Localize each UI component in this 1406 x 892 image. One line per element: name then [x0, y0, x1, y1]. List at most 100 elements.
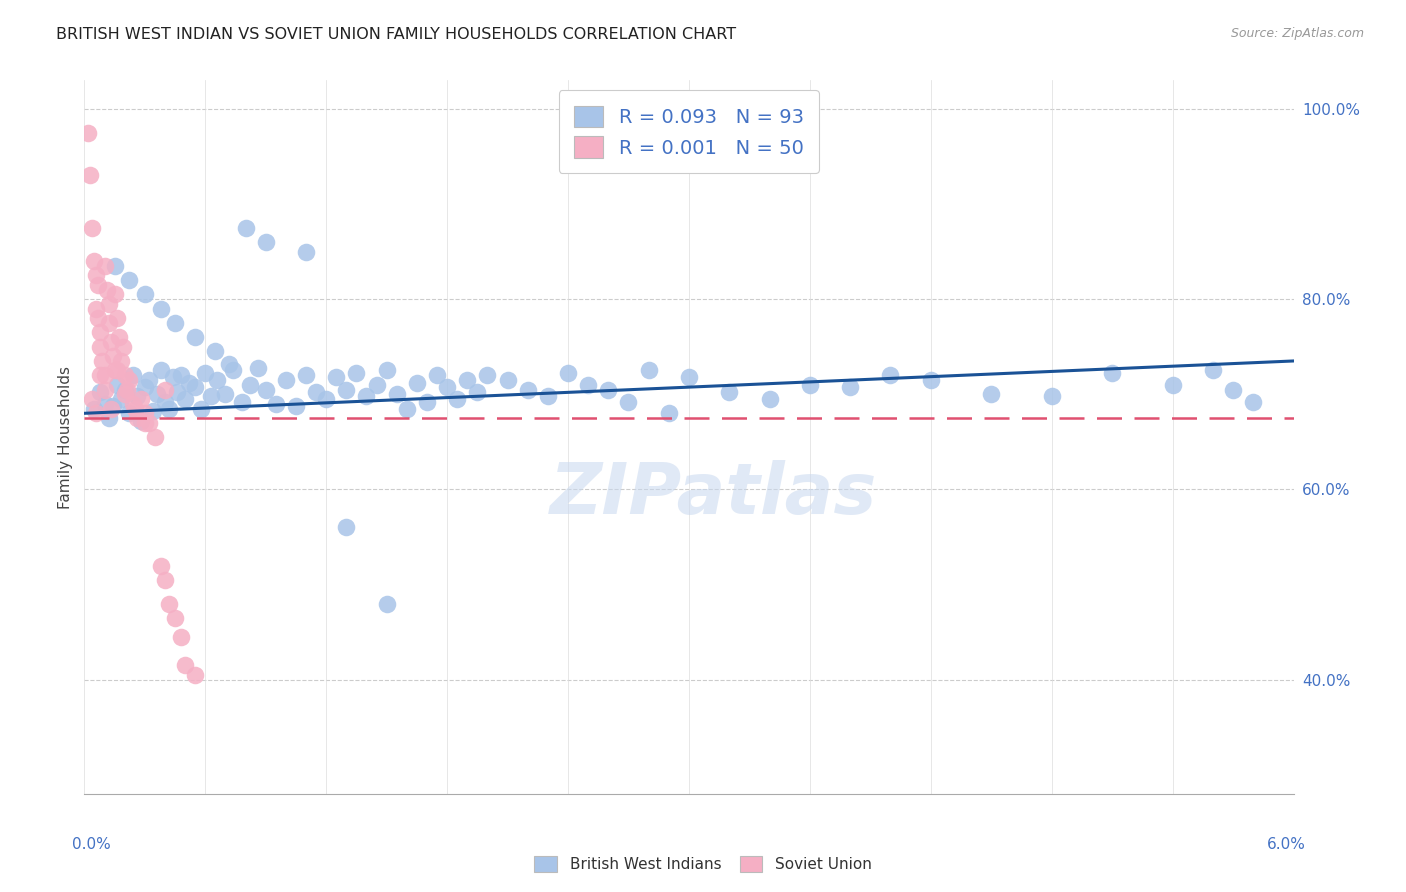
Point — [114, 387, 136, 401]
Point — [87, 277, 110, 292]
Point — [97, 297, 120, 311]
Point — [77, 126, 100, 140]
Point — [207, 373, 229, 387]
Point — [346, 367, 368, 381]
Point — [134, 287, 156, 301]
Point — [246, 360, 269, 375]
Point — [89, 340, 111, 354]
Point — [97, 411, 120, 425]
Point — [86, 268, 108, 283]
Legend: British West Indians, Soviet Union: British West Indians, Soviet Union — [527, 848, 879, 880]
Point — [118, 406, 141, 420]
Point — [557, 367, 579, 381]
Point — [118, 273, 141, 287]
Point — [467, 385, 489, 400]
Point — [179, 376, 201, 390]
Point — [86, 406, 108, 420]
Point — [598, 383, 620, 397]
Text: ZIPatlas: ZIPatlas — [550, 459, 877, 529]
Point — [149, 301, 172, 316]
Point — [184, 668, 207, 682]
Point — [104, 259, 127, 273]
Point — [174, 392, 197, 406]
Point — [93, 368, 115, 383]
Point — [134, 379, 156, 393]
Point — [153, 573, 176, 587]
Point — [366, 377, 388, 392]
Point — [82, 392, 104, 406]
Text: Source: ZipAtlas.com: Source: ZipAtlas.com — [1230, 27, 1364, 40]
Point — [93, 397, 115, 411]
Point — [79, 169, 101, 183]
Point — [879, 368, 901, 383]
Point — [149, 558, 172, 573]
Point — [157, 597, 180, 611]
Point — [375, 363, 398, 377]
Point — [436, 379, 458, 393]
Point — [174, 658, 197, 673]
Point — [165, 316, 187, 330]
Point — [1202, 363, 1225, 377]
Point — [100, 401, 122, 416]
Point — [83, 254, 105, 268]
Point — [305, 385, 328, 400]
Point — [920, 373, 942, 387]
Legend: R = 0.093   N = 93, R = 0.001   N = 50: R = 0.093 N = 93, R = 0.001 N = 50 — [558, 90, 820, 173]
Point — [239, 377, 262, 392]
Point — [406, 376, 429, 390]
Point — [96, 283, 118, 297]
Point — [100, 334, 122, 349]
Point — [184, 379, 207, 393]
Point — [170, 368, 193, 383]
Point — [134, 416, 156, 430]
Point — [214, 387, 236, 401]
Point — [101, 349, 124, 363]
Point — [89, 368, 111, 383]
Point — [254, 383, 277, 397]
Point — [658, 406, 681, 420]
Point — [980, 387, 1002, 401]
Point — [149, 363, 172, 377]
Point — [335, 383, 357, 397]
Point — [1241, 395, 1264, 409]
Point — [165, 611, 187, 625]
Point — [496, 373, 519, 387]
Point — [110, 354, 132, 368]
Point — [142, 404, 165, 418]
Point — [335, 520, 357, 534]
Point — [1161, 377, 1184, 392]
Point — [157, 401, 180, 416]
Point — [184, 330, 207, 344]
Point — [204, 344, 226, 359]
Point — [134, 406, 156, 420]
Point — [446, 392, 468, 406]
Point — [637, 363, 659, 377]
Point — [143, 430, 166, 444]
Point — [1040, 389, 1063, 403]
Point — [121, 368, 143, 383]
Point — [93, 259, 115, 273]
Point — [190, 401, 212, 416]
Point — [218, 357, 240, 371]
Point — [315, 392, 337, 406]
Point — [222, 363, 245, 377]
Point — [89, 326, 111, 340]
Point — [231, 395, 253, 409]
Point — [82, 220, 104, 235]
Point — [138, 373, 160, 387]
Point — [114, 383, 136, 397]
Point — [1222, 383, 1244, 397]
Point — [118, 373, 141, 387]
Point — [87, 311, 110, 326]
Point — [104, 287, 127, 301]
Point — [356, 389, 378, 403]
Point — [477, 368, 499, 383]
Point — [617, 395, 640, 409]
Point — [799, 377, 821, 392]
Point — [138, 416, 160, 430]
Point — [274, 373, 297, 387]
Point — [375, 597, 398, 611]
Point — [114, 368, 136, 383]
Point — [264, 397, 287, 411]
Point — [97, 316, 120, 330]
